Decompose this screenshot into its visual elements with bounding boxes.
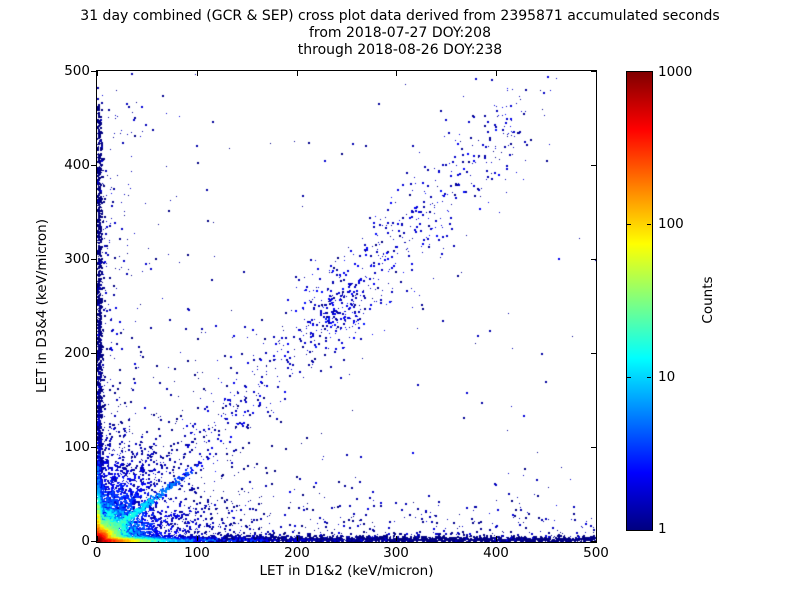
- x-tick-bottom: [596, 536, 597, 541]
- y-tick-label: 300: [64, 251, 90, 267]
- colorbar-gradient: [627, 72, 652, 530]
- colorbar-tick-label: 100: [658, 216, 684, 232]
- plot-area: [96, 70, 597, 543]
- colorbar-tick-left: [627, 224, 631, 225]
- x-tick-bottom: [197, 536, 198, 541]
- x-tick-top: [396, 71, 397, 76]
- y-tick-right: [591, 71, 596, 72]
- scatter-canvas: [97, 71, 596, 542]
- x-tick-bottom: [297, 536, 298, 541]
- y-tick-label: 100: [64, 439, 90, 455]
- y-tick-label: 0: [81, 533, 90, 549]
- chart-subtitle-through: through 2018-08-26 DOY:238: [297, 42, 503, 58]
- y-tick-label: 400: [64, 157, 90, 173]
- x-tick-top: [496, 71, 497, 76]
- chart-subtitle-from: from 2018-07-27 DOY:208: [308, 25, 491, 41]
- y-tick-left: [91, 353, 96, 354]
- y-tick-label: 500: [64, 63, 90, 79]
- x-tick-label: 100: [184, 545, 210, 561]
- x-tick-top: [596, 71, 597, 76]
- x-tick-bottom: [97, 536, 98, 541]
- x-tick-label: 300: [383, 545, 409, 561]
- colorbar-tick-right: [647, 377, 651, 378]
- y-tick-left: [91, 165, 96, 166]
- x-tick-top: [197, 71, 198, 76]
- colorbar-tick-label: 1000: [658, 64, 693, 80]
- x-tick-bottom: [496, 536, 497, 541]
- y-tick-label: 200: [64, 345, 90, 361]
- colorbar-tick-right: [647, 224, 651, 225]
- colorbar: [626, 71, 653, 531]
- x-tick-label: 500: [583, 545, 609, 561]
- y-tick-left: [91, 447, 96, 448]
- x-tick-top: [97, 71, 98, 76]
- x-tick-label: 0: [92, 545, 102, 561]
- y-tick-right: [591, 165, 596, 166]
- colorbar-tick-label: 1: [658, 521, 667, 537]
- y-tick-left: [91, 259, 96, 260]
- colorbar-label: Counts: [700, 276, 716, 324]
- x-tick-bottom: [396, 536, 397, 541]
- y-tick-right: [591, 353, 596, 354]
- x-tick-label: 200: [284, 545, 310, 561]
- y-tick-right: [591, 541, 596, 542]
- colorbar-tick-left: [627, 377, 631, 378]
- y-tick-right: [591, 447, 596, 448]
- y-axis-label: LET in D3&4 (keV/micron): [34, 219, 50, 393]
- x-tick-top: [297, 71, 298, 76]
- y-tick-left: [91, 71, 96, 72]
- x-tick-label: 400: [483, 545, 509, 561]
- x-axis-label: LET in D1&2 (keV/micron): [259, 563, 434, 579]
- y-tick-left: [91, 541, 96, 542]
- chart-title: 31 day combined (GCR & SEP) cross plot d…: [80, 8, 720, 24]
- colorbar-tick-label: 10: [658, 369, 676, 385]
- y-tick-right: [591, 259, 596, 260]
